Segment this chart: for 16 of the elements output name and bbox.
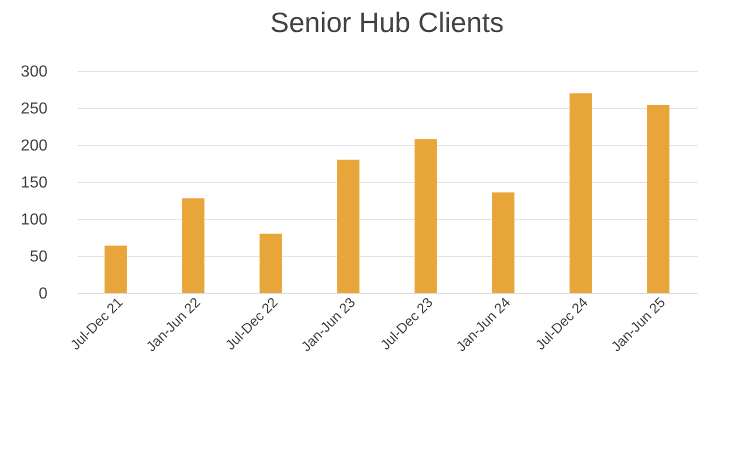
y-tick-label: 150 <box>20 174 48 192</box>
y-tick-label: 0 <box>38 286 48 302</box>
bar <box>492 192 514 293</box>
chart-title: Senior Hub Clients <box>270 7 504 38</box>
bar <box>414 139 437 293</box>
bar <box>570 93 592 293</box>
y-tick-label: 200 <box>20 138 48 154</box>
bar <box>104 246 127 293</box>
y-tick-label: 250 <box>20 100 48 118</box>
y-tick-label: 100 <box>20 212 48 228</box>
bar <box>260 234 282 293</box>
y-tick-label: 300 <box>20 64 48 80</box>
bar <box>337 160 360 293</box>
bar <box>647 105 670 293</box>
bar <box>182 198 204 293</box>
y-tick-label: 50 <box>30 248 48 266</box>
